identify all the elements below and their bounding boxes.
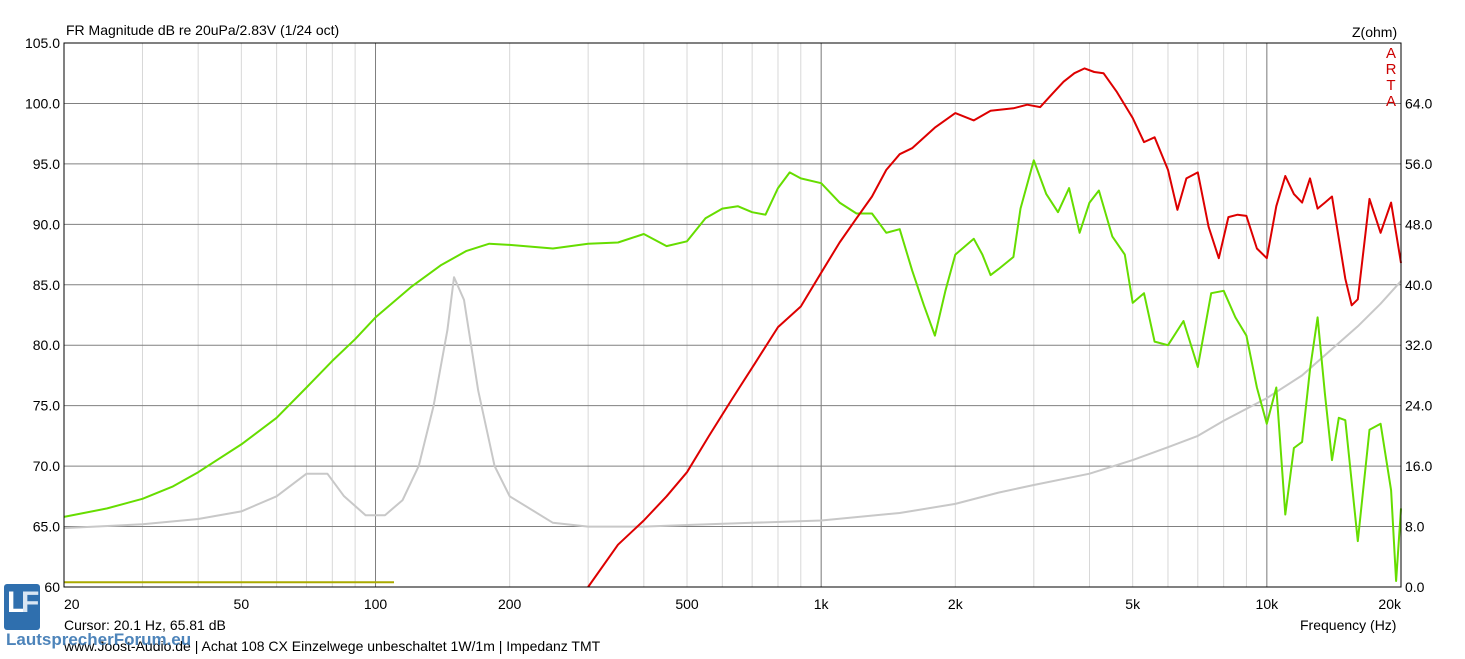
x-tick-label: 500 xyxy=(675,596,699,612)
plot-frame xyxy=(63,42,1402,588)
x-tick-label: 50 xyxy=(234,596,250,612)
y-tick-label: 65.0 xyxy=(33,519,60,535)
y-tick-label: 80.0 xyxy=(33,337,60,353)
cursor-readout: Cursor: 20.1 Hz, 65.81 dB xyxy=(64,617,226,633)
logo-letter-l: L xyxy=(7,586,26,619)
tick-labels: 60 65.0 70.0 75.0 80.0 85.0 90.0 95.0 100.0 105.0… xyxy=(25,35,1433,612)
y-right-tick-label: 24.0 xyxy=(1405,398,1432,414)
series-layer xyxy=(63,67,1402,588)
y-right-tick-label: 56.0 xyxy=(1405,156,1432,172)
y-right-tick-label: 32.0 xyxy=(1405,337,1432,353)
brand-watermark: LautsprecherForum.eu xyxy=(6,630,192,649)
y-tick-label: 105.0 xyxy=(25,35,60,51)
arta-letter-4: A xyxy=(1385,93,1396,110)
y-tick-label: 95.0 xyxy=(33,156,60,172)
y-right-tick-label: 8.0 xyxy=(1405,519,1425,535)
major-grid xyxy=(64,42,1401,588)
y-right-tick-label: 0.0 xyxy=(1405,579,1425,595)
x-tick-label: 5k xyxy=(1125,596,1141,612)
x-tick-label: 100 xyxy=(364,596,388,612)
y-tick-label: 70.0 xyxy=(33,458,60,474)
y-tick-label: 85.0 xyxy=(33,277,60,293)
y-tick-label: 75.0 xyxy=(33,398,60,414)
minor-grid xyxy=(63,43,1402,587)
x-tick-label: 10k xyxy=(1256,596,1280,612)
x-tick-label: 200 xyxy=(498,596,522,612)
footer-caption: www.Joost-Audio.de | Achat 108 CX Einzel… xyxy=(64,638,601,654)
y-right-tick-label: 16.0 xyxy=(1405,458,1432,474)
y-right-tick-label: 40.0 xyxy=(1405,277,1432,293)
y-right-tick-label: 64.0 xyxy=(1405,95,1432,111)
impedance-line xyxy=(63,276,1402,530)
arta-letter-2: R xyxy=(1385,61,1397,78)
x-tick-label: 20 xyxy=(64,596,80,612)
woofer-response-line xyxy=(63,159,1402,582)
lautsprecherforum-logo-icon: L F xyxy=(4,584,40,630)
arta-letter-1: A xyxy=(1385,45,1396,62)
right-axis-title: Z(ohm) xyxy=(1352,24,1398,40)
y-tick-label: 60 xyxy=(44,579,60,595)
x-axis-label: Frequency (Hz) xyxy=(1300,617,1397,633)
y-tick-label: 100.0 xyxy=(25,95,60,111)
x-tick-label: 2k xyxy=(948,596,964,612)
y-right-tick-label: 48.0 xyxy=(1405,216,1432,232)
y-tick-label: 90.0 xyxy=(33,216,60,232)
tweeter-response-line xyxy=(587,67,1402,588)
x-tick-label: 1k xyxy=(814,596,830,612)
chart-title: FR Magnitude dB re 20uPa/2.83V (1/24 oct… xyxy=(66,22,340,38)
arta-letter-3: T xyxy=(1386,77,1396,94)
x-tick-label: 20k xyxy=(1378,596,1402,612)
logo-letter-f: F xyxy=(21,586,40,619)
